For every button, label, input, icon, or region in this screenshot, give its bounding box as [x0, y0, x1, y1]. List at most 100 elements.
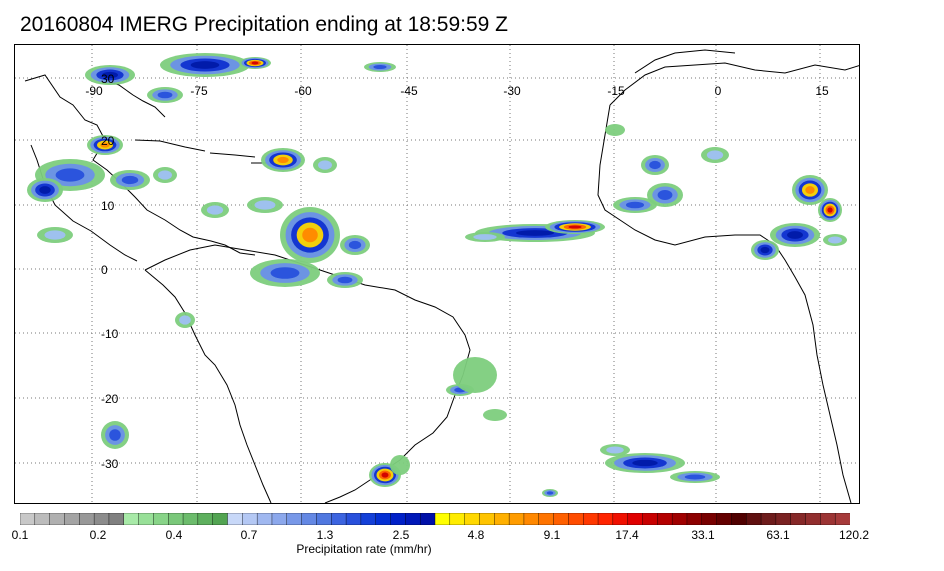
colorbar-tick-label: 120.2	[838, 528, 870, 542]
colorbar-swatch	[227, 513, 244, 525]
precipitation-cell	[318, 160, 332, 170]
precipitation-cell	[827, 207, 833, 213]
colorbar-tick-label: 0.7	[240, 528, 258, 542]
colorbar-swatch	[642, 513, 659, 525]
colorbar-swatch	[20, 513, 36, 525]
lat-tick-label: 10	[101, 199, 115, 213]
lat-tick-label: -20	[101, 392, 119, 406]
precipitation-cell	[109, 429, 121, 441]
precipitation-cell	[632, 459, 658, 467]
colorbar-swatch	[553, 513, 570, 525]
colorbar-swatch	[701, 513, 718, 525]
colorbar-swatch	[805, 513, 822, 525]
colorbar-swatch	[671, 513, 688, 525]
colorbar-swatch	[242, 513, 258, 525]
colorbar-swatch	[775, 513, 792, 525]
precipitation-cell	[44, 230, 66, 240]
longitude-tick-labels: -90 -75 -60 -45 -30 -15 0 15	[85, 84, 829, 98]
lon-tick-label: -30	[503, 84, 521, 98]
lon-tick-label: -90	[85, 84, 103, 98]
colorbar-swatch	[79, 513, 95, 525]
precipitation-cell	[649, 160, 661, 170]
colorbar-swatch	[568, 513, 584, 525]
precipitation-cell	[277, 156, 289, 164]
colorbar-swatch	[49, 513, 66, 525]
precipitation-cell	[55, 168, 85, 182]
lon-tick-label: -60	[294, 84, 312, 98]
precipitation-cell	[39, 186, 51, 194]
colorbar-swatch	[731, 513, 747, 525]
colorbar-swatch	[168, 513, 184, 525]
colorbar-swatch	[627, 513, 644, 525]
colorbar-swatch	[331, 513, 347, 525]
colorbar-tick-labels: 0.1 0.2 0.4 0.7 1.3 2.5 4.8 9.1 17.4 33.1 63.1 120.…	[0, 528, 944, 542]
graticule	[15, 45, 859, 503]
latitude-tick-labels: 30 20 10 0 -10 -20 -30	[101, 72, 119, 471]
colorbar-tick-label: 9.1	[543, 528, 561, 542]
precipitation-cell	[684, 474, 706, 480]
colorbar-swatch	[256, 513, 273, 525]
colorbar-swatch	[34, 513, 51, 525]
precipitation-cell	[828, 236, 842, 244]
colorbar-swatch	[286, 513, 303, 525]
colorbar-swatch	[464, 513, 481, 525]
colorbar-swatch	[405, 513, 421, 525]
colorbar	[20, 513, 850, 525]
colorbar-swatch	[834, 513, 850, 525]
map-title: 20160804 IMERG Precipitation ending at 1…	[20, 13, 508, 36]
colorbar-tick-label: 17.4	[615, 528, 639, 542]
precipitation-cell	[302, 227, 318, 243]
lat-tick-label: 0	[101, 263, 108, 277]
colorbar-swatch	[494, 513, 510, 525]
precipitation-cell	[787, 231, 803, 239]
precipitation-cell	[190, 61, 220, 69]
colorbar-swatch	[538, 513, 555, 525]
colorbar-tick-label: 2.5	[392, 528, 410, 542]
colorbar-swatch	[820, 513, 836, 525]
colorbar-title: Precipitation rate (mm/hr)	[296, 542, 432, 556]
lat-tick-label: 20	[101, 134, 115, 148]
colorbar-swatch	[153, 513, 169, 525]
colorbar-swatch	[597, 513, 614, 525]
coastlines	[24, 49, 859, 503]
colorbar-swatch	[123, 513, 140, 525]
precipitation-cell	[206, 205, 224, 215]
colorbar-title-wrap: Precipitation rate (mm/hr)	[0, 542, 944, 556]
colorbar-swatch	[271, 513, 288, 525]
colorbar-tick-label: 0.4	[165, 528, 183, 542]
colorbar-tick-label: 0.1	[11, 528, 29, 542]
colorbar-swatch	[612, 513, 629, 525]
precipitation-cell	[348, 240, 362, 250]
colorbar-swatch	[449, 513, 466, 525]
colorbar-swatch	[301, 513, 318, 525]
precipitation-cell	[373, 64, 387, 70]
precipitation-cell	[625, 201, 645, 209]
map-canvas: -90 -75 -60 -45 -30 -15 0 15 30 20 10 0 -10 -20 -30	[15, 45, 859, 503]
colorbar-swatch	[434, 513, 451, 525]
colorbar-swatch	[197, 513, 214, 525]
colorbar-swatch	[138, 513, 155, 525]
precipitation-cell	[102, 71, 118, 79]
colorbar-swatch	[375, 513, 392, 525]
colorbar-tick-label: 1.3	[316, 528, 334, 542]
precipitation-cell	[606, 446, 624, 454]
colorbar-swatch	[760, 513, 777, 525]
precipitation-cell	[483, 409, 507, 421]
colorbar-swatch	[64, 513, 80, 525]
colorbar-swatch	[182, 513, 199, 525]
lat-tick-label: 30	[101, 72, 115, 86]
colorbar-swatch	[657, 513, 673, 525]
precipitation-cell	[390, 455, 410, 475]
lon-tick-label: -45	[400, 84, 418, 98]
precipitation-cell	[157, 91, 173, 99]
colorbar-swatch	[212, 513, 229, 525]
precipitation-cell	[337, 276, 353, 284]
colorbar-swatch	[746, 513, 762, 525]
colorbar-swatch	[716, 513, 733, 525]
colorbar-swatch	[390, 513, 407, 525]
lat-tick-label: -30	[101, 457, 119, 471]
colorbar-tick-label: 63.1	[766, 528, 790, 542]
precipitation-cell	[254, 200, 276, 210]
colorbar-swatch	[508, 513, 525, 525]
precipitation-cell	[121, 175, 139, 185]
